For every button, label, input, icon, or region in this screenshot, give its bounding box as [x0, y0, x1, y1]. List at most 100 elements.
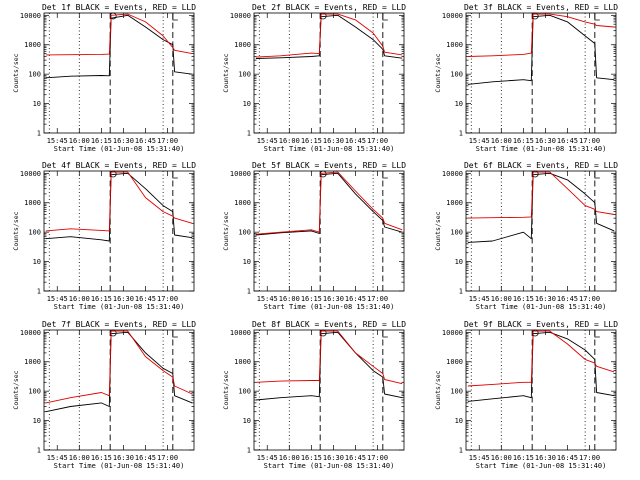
y-tick-label: 1 [459, 288, 463, 296]
events-series-line [255, 172, 403, 236]
lld-series-line [45, 13, 193, 56]
x-tick-label: 17:00 [579, 295, 600, 303]
x-tick-label: 16:30 [323, 295, 344, 303]
y-axis-label: Counts/sec [222, 370, 230, 409]
end-marker-bracket [172, 330, 178, 338]
x-axis-label: Start Time (01-Jun-08 15:31:40) [54, 145, 185, 153]
end-marker-bracket [382, 13, 388, 21]
y-axis-label: Counts/sec [12, 370, 20, 409]
events-series-line [255, 331, 403, 401]
y-tick-label: 1 [459, 447, 463, 455]
x-tick-label: 15:45 [469, 137, 490, 145]
x-tick-label: 16:15 [513, 454, 534, 462]
y-tick-label: 10000 [20, 329, 41, 337]
y-tick-label: 10000 [442, 12, 463, 20]
y-tick-label: 10 [243, 417, 251, 425]
y-tick-label: 1000 [24, 199, 41, 207]
y-tick-label: 10000 [230, 329, 251, 337]
x-tick-label: 16:15 [513, 295, 534, 303]
x-tick-label: 16:45 [345, 295, 366, 303]
x-tick-label: 16:45 [135, 454, 156, 462]
y-tick-label: 1000 [234, 199, 251, 207]
x-axis-label: Start Time (01-Jun-08 15:31:40) [54, 303, 185, 311]
x-axis-label: Start Time (01-Jun-08 15:31:40) [476, 145, 607, 153]
x-tick-label: 16:30 [113, 454, 134, 462]
x-tick-label: 15:45 [469, 454, 490, 462]
x-tick-label: 16:15 [91, 295, 112, 303]
panel-title: Det 4f BLACK = Events, RED = LLD [42, 161, 196, 170]
panel-4: Det 4f BLACK = Events, RED = LLD 1 10 100 10… [12, 161, 196, 311]
x-tick-label: 16:30 [113, 137, 134, 145]
end-marker-bracket [172, 171, 178, 179]
x-tick-label: 16:45 [557, 137, 578, 145]
y-tick-label: 1000 [234, 358, 251, 366]
plot-frame [43, 170, 195, 292]
events-series-line [255, 14, 403, 59]
x-tick-label: 17:00 [367, 454, 388, 462]
panel-title: Det 1f BLACK = Events, RED = LLD [42, 3, 196, 12]
x-tick-label: 16:30 [535, 454, 556, 462]
y-tick-label: 10000 [230, 12, 251, 20]
x-axis-label: Start Time (01-Jun-08 15:31:40) [264, 462, 395, 470]
panel-title: Det 3f BLACK = Events, RED = LLD [464, 3, 618, 12]
y-tick-label: 100 [28, 229, 41, 237]
x-axis-label: Start Time (01-Jun-08 15:31:40) [264, 145, 395, 153]
x-tick-label: 16:45 [345, 454, 366, 462]
y-tick-label: 10000 [20, 12, 41, 20]
y-tick-label: 10 [243, 258, 251, 266]
events-series-line [45, 331, 193, 413]
y-tick-label: 1 [247, 130, 251, 138]
y-tick-label: 100 [238, 71, 251, 79]
y-tick-label: 10 [455, 417, 463, 425]
x-tick-label: 17:00 [367, 137, 388, 145]
y-tick-label: 10 [243, 100, 251, 108]
x-tick-label: 16:45 [345, 137, 366, 145]
events-series-line [467, 331, 615, 402]
y-axis-label: Counts/sec [434, 211, 442, 250]
y-tick-label: 10 [33, 417, 41, 425]
x-tick-label: 16:30 [535, 295, 556, 303]
panel-2: Det 2f BLACK = Events, RED = LLD 1 10 100 10… [222, 3, 406, 153]
plot-frame [465, 170, 617, 292]
y-tick-label: 100 [28, 71, 41, 79]
panel-7: Det 7f BLACK = Events, RED = LLD 1 10 100 10… [12, 320, 196, 470]
lld-series-line [467, 330, 615, 387]
panel-5: Det 5f BLACK = Events, RED = LLD 1 10 100 10… [222, 161, 406, 311]
y-tick-label: 10000 [442, 170, 463, 178]
x-tick-label: 16:00 [491, 295, 512, 303]
y-tick-label: 1000 [24, 358, 41, 366]
peak-marker-circle [109, 12, 117, 20]
x-tick-label: 16:15 [301, 454, 322, 462]
x-tick-label: 16:45 [557, 295, 578, 303]
x-tick-label: 15:45 [47, 137, 68, 145]
x-axis-label: Start Time (01-Jun-08 15:31:40) [476, 462, 607, 470]
x-tick-label: 16:15 [91, 137, 112, 145]
y-tick-label: 10 [455, 258, 463, 266]
end-marker-bracket [382, 171, 388, 179]
y-tick-label: 10 [33, 100, 41, 108]
lld-series-line [255, 171, 403, 235]
x-tick-label: 16:15 [513, 137, 534, 145]
x-tick-label: 16:30 [323, 137, 344, 145]
panel-title: Det 9f BLACK = Events, RED = LLD [464, 320, 618, 329]
y-axis-label: Counts/sec [12, 211, 20, 250]
y-tick-label: 1 [37, 288, 41, 296]
y-tick-label: 10000 [20, 170, 41, 178]
lld-series-line [255, 13, 403, 58]
y-tick-label: 1000 [446, 199, 463, 207]
y-axis-label: Counts/sec [222, 211, 230, 250]
plot-frame [43, 329, 195, 451]
y-tick-label: 100 [450, 388, 463, 396]
events-series-line [467, 14, 615, 85]
x-tick-label: 17:00 [157, 295, 178, 303]
panel-title: Det 7f BLACK = Events, RED = LLD [42, 320, 196, 329]
lld-series-line [255, 330, 403, 385]
plot-frame [253, 329, 405, 451]
y-tick-label: 1000 [446, 358, 463, 366]
events-series-line [45, 172, 193, 242]
x-tick-label: 16:00 [491, 454, 512, 462]
end-marker-bracket [594, 13, 600, 21]
y-tick-label: 100 [238, 229, 251, 237]
x-tick-label: 16:45 [135, 137, 156, 145]
